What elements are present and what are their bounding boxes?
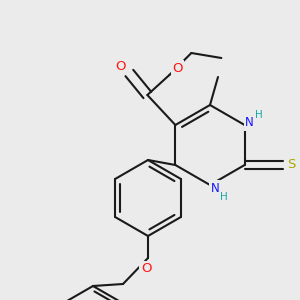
Text: O: O bbox=[172, 61, 183, 74]
Text: N: N bbox=[211, 182, 219, 194]
Text: H: H bbox=[255, 110, 262, 120]
Text: H: H bbox=[220, 192, 228, 202]
Text: O: O bbox=[141, 262, 151, 275]
Text: S: S bbox=[287, 158, 296, 172]
Text: O: O bbox=[115, 59, 126, 73]
Text: N: N bbox=[245, 116, 254, 130]
